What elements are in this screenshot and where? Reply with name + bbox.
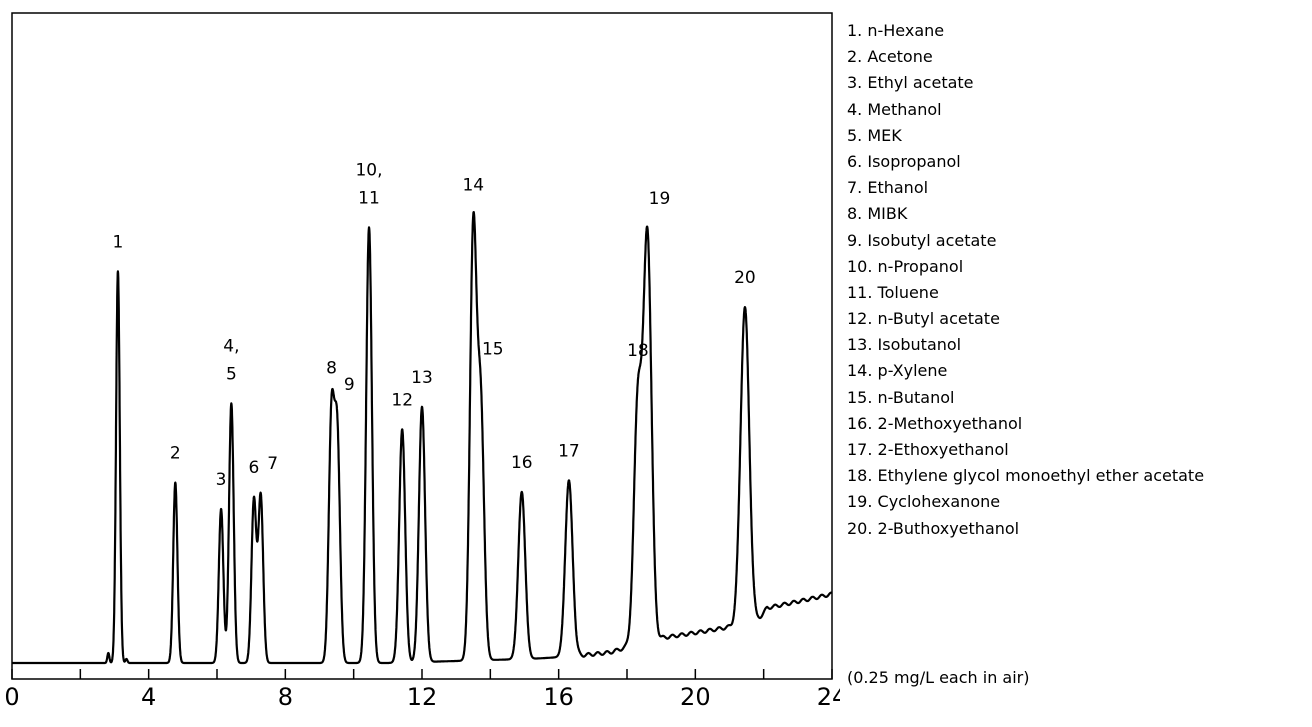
legend-item-14: 14. p-Xylene (847, 361, 948, 381)
legend-item-18: 18. Ethylene glycol monoethyl ether acet… (847, 466, 1205, 486)
peak-label-15: 15 (482, 340, 504, 360)
legend-item-6: 6. Isopropanol (847, 151, 961, 171)
peak-label-16: 16 (511, 453, 533, 473)
peak-label-6: 6 (248, 458, 259, 478)
legend-item-8: 8. MIBK (847, 204, 908, 224)
legend-item-7: 7. Ethanol (847, 178, 929, 198)
x-tick-label: 12 (407, 683, 438, 711)
legend-item-15: 15. n-Butanol (847, 387, 955, 407)
peak-label-3: 3 (216, 470, 227, 490)
peak-label-1: 1 (112, 232, 123, 252)
x-axis-tick-labels: 0 4 8 12 16 20 24 (4, 683, 840, 711)
legend-item-10: 10. n-Propanol (847, 256, 964, 276)
peak-label-7: 7 (267, 454, 278, 474)
peak-label-17: 17 (558, 441, 580, 461)
legend-item-20: 20. 2-Buthoxyethanol (847, 518, 1020, 538)
peak-label-4-5: 4, 5 (223, 336, 239, 384)
peak-label-13: 13 (411, 368, 433, 388)
peak-label-20: 20 (734, 268, 756, 288)
x-tick-label: 0 (4, 683, 19, 711)
peak-label-2: 2 (170, 444, 181, 464)
chromatogram-trace (11, 211, 833, 665)
peak-label-12: 12 (391, 390, 413, 410)
legend-item-1: 1. n-Hexane (847, 21, 945, 40)
peak-label-8: 8 (326, 358, 337, 378)
peak-label-19: 19 (649, 189, 671, 209)
legend-item-9: 9. Isobutyl acetate (847, 230, 997, 250)
x-tick-label: 24 (817, 683, 840, 711)
x-axis-ticks (11, 669, 833, 679)
peak-label-9: 9 (344, 375, 355, 395)
plot-frame (11, 12, 833, 680)
peak-label-10-11: 10, 11 (355, 160, 382, 208)
compound-legend: 1. n-Hexane 2. Acetone 3. Ethyl acetate 4. … (847, 18, 1204, 542)
legend-item-3: 3. Ethyl acetate (847, 73, 974, 93)
legend-item-4: 4. Methanol (847, 99, 942, 119)
x-tick-label: 8 (278, 683, 293, 711)
legend-item-13: 13. Isobutanol (847, 335, 962, 355)
legend-item-16: 16. 2-Methoxyethanol (847, 413, 1023, 433)
x-tick-label: 4 (141, 683, 156, 711)
legend-item-11: 11. Toluene (847, 282, 939, 302)
legend-item-5: 5. MEK (847, 125, 902, 145)
legend-item-2: 2. Acetone (847, 47, 933, 67)
peak-label-14: 14 (462, 176, 484, 196)
legend-item-19: 19. Cyclohexanone (847, 492, 1001, 512)
legend-item-12: 12. n-Butyl acetate (847, 309, 1000, 329)
x-tick-label: 16 (543, 683, 574, 711)
x-tick-label: 20 (680, 683, 711, 711)
concentration-note: (0.25 mg/L each in air) (847, 668, 1030, 687)
legend-item-17: 17. 2-Ethoxyethanol (847, 440, 1009, 459)
peak-label-18: 18 (627, 341, 649, 361)
